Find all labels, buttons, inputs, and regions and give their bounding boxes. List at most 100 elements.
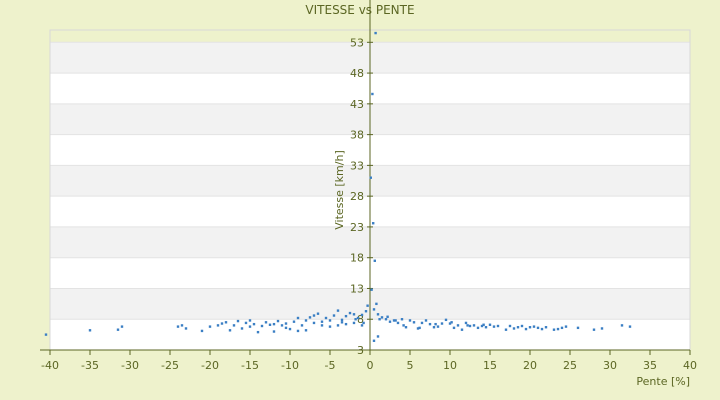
data-point bbox=[544, 326, 548, 329]
data-point bbox=[248, 319, 252, 322]
data-point bbox=[388, 320, 392, 323]
data-point bbox=[436, 325, 440, 328]
data-point bbox=[352, 321, 356, 325]
data-point bbox=[288, 327, 292, 331]
data-point bbox=[600, 327, 604, 330]
data-point bbox=[540, 327, 544, 331]
data-point bbox=[208, 325, 212, 328]
data-point bbox=[44, 333, 48, 336]
x-axis-title: Pente [%] bbox=[636, 375, 690, 388]
data-point bbox=[344, 314, 348, 318]
data-point bbox=[488, 323, 492, 326]
x-tick-label: -30 bbox=[121, 359, 139, 372]
data-point bbox=[360, 313, 364, 317]
data-point bbox=[504, 328, 508, 331]
data-point bbox=[444, 318, 448, 322]
x-tick-label: 25 bbox=[563, 359, 577, 372]
data-point bbox=[372, 308, 376, 311]
data-point bbox=[448, 322, 452, 325]
data-point bbox=[362, 321, 365, 325]
data-point bbox=[524, 327, 528, 331]
data-point bbox=[296, 316, 300, 320]
data-point bbox=[460, 328, 464, 331]
x-tick-label: -10 bbox=[281, 359, 299, 372]
x-tick-label: 40 bbox=[683, 359, 697, 372]
data-point bbox=[244, 321, 248, 325]
data-point bbox=[366, 304, 369, 307]
data-point bbox=[264, 321, 268, 324]
x-tick-label: -20 bbox=[201, 359, 219, 372]
data-point bbox=[576, 326, 580, 330]
data-point bbox=[354, 318, 357, 321]
data-point bbox=[394, 319, 397, 322]
x-tick-label: -15 bbox=[241, 359, 259, 372]
data-point bbox=[404, 326, 408, 329]
data-point bbox=[520, 324, 524, 328]
x-tick-label: -25 bbox=[161, 359, 179, 372]
data-point bbox=[324, 316, 328, 320]
data-point bbox=[176, 325, 180, 328]
data-point bbox=[408, 319, 412, 322]
data-point bbox=[472, 324, 476, 327]
data-point bbox=[216, 324, 220, 327]
data-point bbox=[592, 328, 596, 331]
y-tick-label: 28 bbox=[350, 190, 364, 203]
data-point bbox=[360, 324, 364, 327]
data-point bbox=[328, 319, 332, 322]
data-point bbox=[268, 323, 272, 326]
data-point bbox=[482, 323, 485, 326]
data-point bbox=[375, 302, 378, 306]
data-point bbox=[528, 326, 532, 329]
data-point bbox=[328, 325, 332, 328]
data-point bbox=[466, 324, 469, 327]
data-point bbox=[464, 321, 468, 325]
data-point bbox=[468, 324, 472, 328]
data-point bbox=[272, 330, 276, 333]
data-point bbox=[532, 325, 536, 328]
data-point bbox=[352, 313, 356, 316]
data-point bbox=[369, 176, 372, 179]
data-point bbox=[552, 328, 556, 331]
data-point bbox=[378, 318, 381, 321]
data-point bbox=[373, 259, 376, 262]
x-tick-label: 5 bbox=[407, 359, 414, 372]
data-point bbox=[340, 318, 344, 322]
chart-title: VITESSE vs PENTE bbox=[305, 3, 414, 17]
data-point bbox=[392, 319, 396, 322]
data-point bbox=[304, 329, 308, 332]
data-point bbox=[484, 326, 488, 329]
data-point bbox=[344, 322, 348, 326]
y-tick-label: 43 bbox=[350, 98, 364, 111]
data-point bbox=[304, 319, 308, 322]
data-point bbox=[120, 325, 124, 328]
data-point bbox=[480, 324, 484, 328]
data-point bbox=[432, 326, 436, 329]
data-point bbox=[116, 328, 120, 331]
y-tick-label: 18 bbox=[350, 252, 364, 265]
data-point bbox=[560, 326, 564, 330]
data-point bbox=[232, 324, 236, 327]
data-point bbox=[220, 322, 224, 325]
data-point bbox=[336, 309, 340, 312]
data-point bbox=[372, 222, 375, 225]
data-point bbox=[508, 324, 512, 328]
data-point bbox=[370, 288, 373, 291]
data-point bbox=[316, 312, 320, 315]
data-point bbox=[374, 31, 377, 35]
data-point bbox=[284, 326, 288, 330]
data-point bbox=[284, 322, 288, 325]
data-point bbox=[492, 325, 496, 328]
data-point bbox=[400, 318, 404, 321]
data-point bbox=[248, 325, 252, 328]
data-point bbox=[476, 326, 480, 330]
data-point bbox=[380, 316, 384, 319]
data-point bbox=[280, 324, 284, 327]
data-point bbox=[536, 326, 540, 330]
y-axis-title: Vitesse [km/h] bbox=[333, 150, 346, 230]
x-tick-label: -5 bbox=[325, 359, 336, 372]
data-point bbox=[620, 324, 624, 327]
data-point bbox=[402, 324, 405, 327]
data-point bbox=[356, 316, 360, 320]
data-point bbox=[348, 311, 352, 315]
